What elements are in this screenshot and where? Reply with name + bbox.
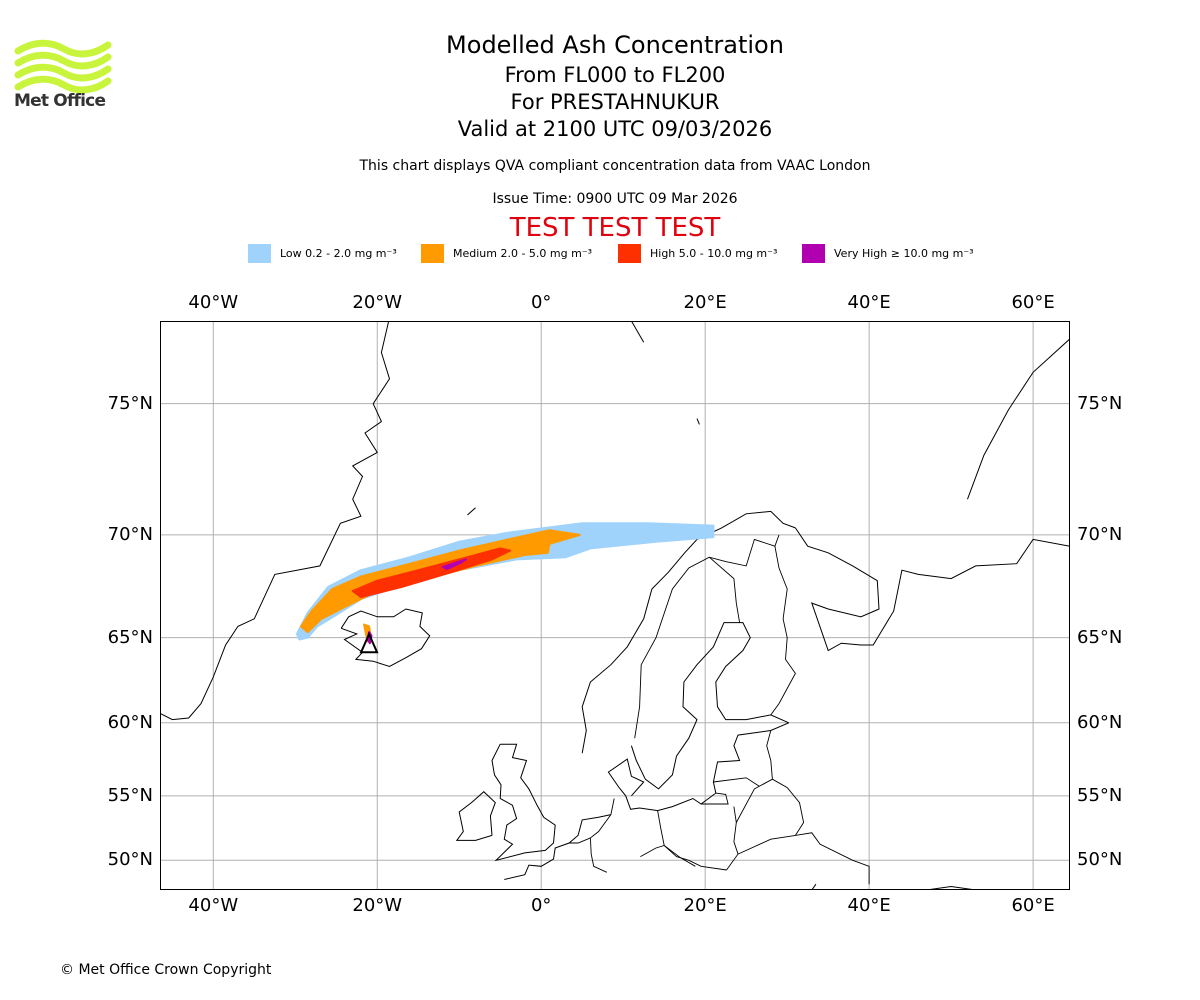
lat-tick-left: 65°N (107, 626, 153, 648)
border-russia_estonia (766, 730, 870, 885)
ash-plume (295, 522, 715, 645)
border-germany_poland (657, 810, 727, 871)
coastline-russia_north (794, 527, 1070, 652)
coastline-jan_mayen (467, 507, 476, 516)
coastline-scotland (491, 743, 556, 862)
met-office-logo (14, 39, 112, 94)
copyright-notice: © Met Office Crown Copyright (60, 962, 272, 978)
lon-tick-top: 20°E (683, 292, 727, 313)
coastline-baltic_sweden (630, 622, 790, 790)
legend-label-very-high: Very High ≥ 10.0 mg m⁻³ (834, 247, 974, 260)
legend-swatch-low (248, 244, 271, 263)
coastline-iceland (340, 608, 431, 668)
border-norway_sweden (634, 534, 780, 739)
ash-map (160, 321, 1070, 890)
logo-wave-4 (14, 75, 112, 94)
coastline-novaya (967, 338, 1070, 500)
lat-tick-left: 75°N (107, 392, 153, 414)
logo-wave-2 (14, 51, 112, 70)
lon-tick-bottom: 40°W (188, 895, 239, 916)
logo-wave-3 (14, 63, 112, 82)
coastline-greenland (160, 321, 391, 721)
border-belarus (735, 778, 773, 823)
lon-tick-top: 20°W (352, 292, 403, 313)
lon-tick-bottom: 0° (530, 895, 552, 916)
legend-label-medium: Medium 2.0 - 5.0 mg m⁻³ (453, 247, 593, 260)
chart-title: Modelled Ash Concentration (446, 31, 784, 59)
legend-swatch-high (618, 244, 641, 263)
lat-tick-right: 65°N (1077, 626, 1123, 648)
logo-wave-1 (14, 39, 112, 58)
lon-tick-top: 40°W (188, 292, 239, 313)
lat-tick-right: 60°N (1077, 711, 1123, 733)
flight-level-range: From FL000 to FL200 (504, 63, 726, 87)
coastline-svalbard (630, 321, 645, 343)
map-frame (160, 321, 1070, 890)
border-ukraine_mid (737, 834, 796, 855)
plume-high (351, 547, 512, 599)
plume-very-high (441, 558, 467, 571)
lon-tick-bottom: 60°E (1011, 895, 1055, 916)
border-latvia_lithuania (713, 777, 760, 787)
lat-tick-right: 55°N (1077, 784, 1123, 806)
lat-tick-left: 50°N (107, 849, 153, 871)
graticule (160, 321, 1070, 890)
lon-tick-top: 0° (530, 292, 552, 313)
lon-tick-top: 40°E (847, 292, 891, 313)
compliance-note: This chart displays QVA compliant concen… (359, 158, 871, 174)
border-germany_west (589, 798, 615, 873)
legend-swatch-medium (421, 244, 444, 263)
issue-time: Issue Time: 0900 UTC 09 Mar 2026 (492, 191, 738, 207)
border-poland_east (726, 806, 739, 871)
border-belgium (569, 837, 591, 844)
coastline-caspian_n (926, 885, 976, 890)
lat-tick-right: 70°N (1077, 523, 1123, 545)
lon-tick-bottom: 20°W (352, 895, 403, 916)
legend-swatch-very-high (802, 244, 825, 263)
volcano-triangle-icon (359, 631, 379, 654)
legend-label-low: Low 0.2 - 2.0 mg m⁻³ (280, 247, 397, 260)
border-finland_russia (770, 546, 796, 716)
plume-medium (300, 529, 581, 634)
coastline-norway (581, 510, 796, 754)
lat-tick-left: 60°N (107, 711, 153, 733)
border-sweden_finland (709, 556, 741, 623)
lat-tick-right: 50°N (1077, 849, 1123, 871)
volcano-name: For PRESTAHNUKUR (510, 90, 720, 114)
coastline-baltic_states (607, 722, 789, 812)
volcano-marker-layer (359, 631, 379, 654)
lat-tick-right: 75°N (1077, 392, 1123, 414)
lat-tick-left: 70°N (107, 523, 153, 545)
border-kaliningrad (701, 792, 729, 805)
legend-label-high: High 5.0 - 10.0 mg m⁻³ (650, 247, 778, 260)
lon-tick-bottom: 20°E (683, 895, 727, 916)
border-czech (640, 845, 696, 867)
test-banner: TEST TEST TEST (509, 213, 721, 243)
valid-time: Valid at 2100 UTC 09/03/2026 (457, 117, 773, 141)
coastlines (160, 321, 1070, 890)
coastline-netherlands (504, 814, 612, 880)
lat-tick-left: 55°N (107, 784, 153, 806)
lon-tick-top: 60°E (1011, 292, 1055, 313)
coastline-bear_island (696, 418, 700, 425)
lon-tick-bottom: 40°E (847, 895, 891, 916)
met-office-wordmark: Met Office (14, 91, 106, 111)
coastline-ireland (455, 791, 496, 841)
